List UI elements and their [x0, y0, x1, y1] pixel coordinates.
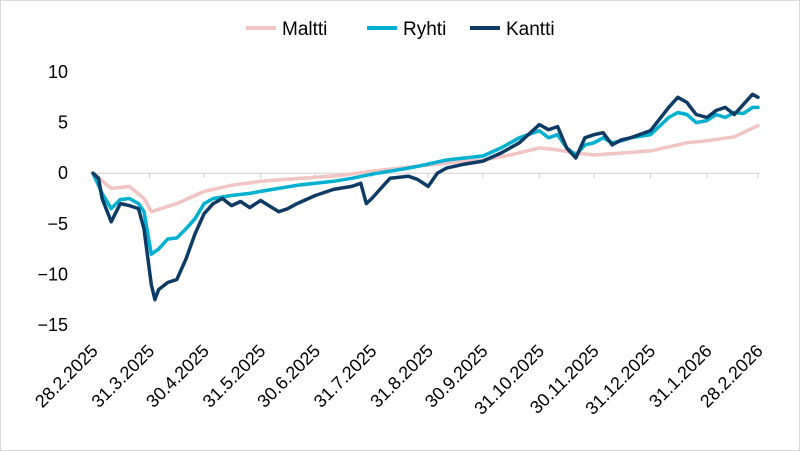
series-line-ryhti [91, 105, 760, 256]
series-line-kantti [91, 92, 760, 302]
y-tick-label: 5 [58, 113, 68, 133]
y-axis: 10 5 0 −5 −10 −15 [37, 62, 68, 335]
legend-label: Maltti [282, 19, 327, 40]
y-tick-label: 10 [48, 62, 68, 82]
y-tick-label: −10 [37, 264, 68, 284]
y-tick-label: 0 [58, 163, 68, 183]
legend-item-kantti: Kantti [470, 19, 555, 40]
y-tick-label: −5 [47, 214, 68, 234]
y-tick-label: −15 [37, 315, 68, 335]
legend-label: Kantti [506, 19, 555, 40]
legend-item-maltti: Maltti [246, 19, 327, 40]
series-lines [91, 92, 760, 302]
legend: Maltti Ryhti Kantti [246, 19, 555, 40]
series-line-maltti [91, 123, 760, 214]
legend-label: Ryhti [403, 19, 446, 40]
legend-item-ryhti: Ryhti [367, 19, 446, 40]
